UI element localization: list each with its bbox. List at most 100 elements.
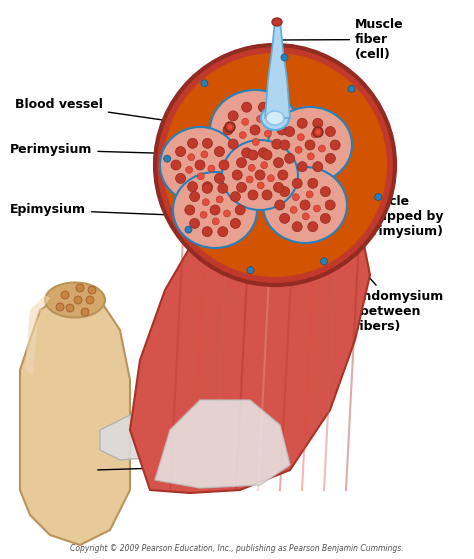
Circle shape <box>232 170 242 180</box>
Text: Perimysium: Perimysium <box>10 144 217 157</box>
Circle shape <box>302 213 310 220</box>
Circle shape <box>325 200 335 210</box>
Text: Endomysium
(between
fibers): Endomysium (between fibers) <box>320 222 444 333</box>
Circle shape <box>305 140 315 150</box>
Circle shape <box>186 167 192 173</box>
Circle shape <box>272 111 282 121</box>
Circle shape <box>228 139 238 149</box>
Circle shape <box>212 218 219 225</box>
Circle shape <box>290 206 297 214</box>
Circle shape <box>230 192 240 202</box>
Circle shape <box>202 227 212 236</box>
Circle shape <box>262 150 272 160</box>
Circle shape <box>255 170 265 180</box>
Circle shape <box>297 134 304 141</box>
Text: Bone: Bone <box>98 461 210 473</box>
Circle shape <box>325 126 336 136</box>
Circle shape <box>202 198 210 206</box>
Circle shape <box>201 80 208 87</box>
Circle shape <box>185 205 195 215</box>
Circle shape <box>280 140 290 150</box>
Circle shape <box>190 192 200 202</box>
Circle shape <box>218 183 228 193</box>
Circle shape <box>210 205 220 215</box>
Circle shape <box>275 200 285 210</box>
Circle shape <box>320 258 328 265</box>
Circle shape <box>208 165 215 172</box>
Circle shape <box>202 138 212 148</box>
Circle shape <box>280 187 290 197</box>
Circle shape <box>313 127 323 137</box>
Circle shape <box>325 153 336 163</box>
Text: Muscle
fiber
(cell): Muscle fiber (cell) <box>281 18 404 61</box>
Circle shape <box>313 162 323 172</box>
Circle shape <box>319 145 326 152</box>
Circle shape <box>56 303 64 311</box>
Circle shape <box>277 125 287 135</box>
Circle shape <box>190 219 200 229</box>
Circle shape <box>267 175 274 182</box>
Circle shape <box>175 146 186 157</box>
Circle shape <box>261 162 268 169</box>
Circle shape <box>235 205 245 215</box>
Circle shape <box>348 86 355 92</box>
Circle shape <box>81 308 89 316</box>
Circle shape <box>281 54 288 61</box>
Circle shape <box>374 193 382 201</box>
Circle shape <box>320 187 330 197</box>
Polygon shape <box>130 185 370 493</box>
Circle shape <box>76 284 84 292</box>
Circle shape <box>248 164 255 171</box>
Text: Fascicle
(wrapped by
perimysium): Fascicle (wrapped by perimysium) <box>342 186 444 238</box>
Circle shape <box>297 162 307 172</box>
Circle shape <box>185 226 192 233</box>
Text: Copyright © 2009 Pearson Education, Inc., publishing as Pearson Benjamin Cumming: Copyright © 2009 Pearson Education, Inc.… <box>70 544 404 553</box>
Circle shape <box>273 182 283 192</box>
Circle shape <box>223 125 233 135</box>
Circle shape <box>88 286 96 294</box>
Circle shape <box>256 115 264 122</box>
Circle shape <box>257 182 264 189</box>
Circle shape <box>216 196 223 203</box>
Circle shape <box>214 173 224 183</box>
Circle shape <box>219 160 229 170</box>
Circle shape <box>228 111 238 121</box>
Circle shape <box>202 183 212 193</box>
Ellipse shape <box>222 140 298 210</box>
Circle shape <box>247 267 254 274</box>
Circle shape <box>258 102 268 112</box>
Circle shape <box>246 176 253 183</box>
Circle shape <box>316 130 320 135</box>
Ellipse shape <box>266 111 284 125</box>
Polygon shape <box>155 400 290 488</box>
Circle shape <box>258 148 268 158</box>
Ellipse shape <box>173 172 257 248</box>
Circle shape <box>311 131 318 138</box>
Circle shape <box>164 155 171 162</box>
Circle shape <box>242 102 252 112</box>
Circle shape <box>171 160 181 170</box>
Circle shape <box>272 139 282 149</box>
Polygon shape <box>25 295 50 375</box>
Circle shape <box>188 138 198 148</box>
Circle shape <box>86 296 94 304</box>
Circle shape <box>248 190 258 200</box>
Circle shape <box>292 222 302 231</box>
Circle shape <box>280 214 290 224</box>
Circle shape <box>155 45 395 285</box>
Circle shape <box>197 173 204 180</box>
Text: Tendon: Tendon <box>202 400 255 433</box>
Circle shape <box>264 130 271 137</box>
Circle shape <box>242 119 249 125</box>
Circle shape <box>175 173 186 183</box>
Circle shape <box>320 214 330 224</box>
Circle shape <box>214 146 224 157</box>
Circle shape <box>313 205 320 212</box>
Circle shape <box>313 119 323 129</box>
Circle shape <box>218 227 228 236</box>
Circle shape <box>295 146 302 153</box>
Text: Blood vessel: Blood vessel <box>15 98 229 130</box>
Ellipse shape <box>210 90 300 170</box>
Circle shape <box>284 126 295 136</box>
Circle shape <box>163 53 387 277</box>
